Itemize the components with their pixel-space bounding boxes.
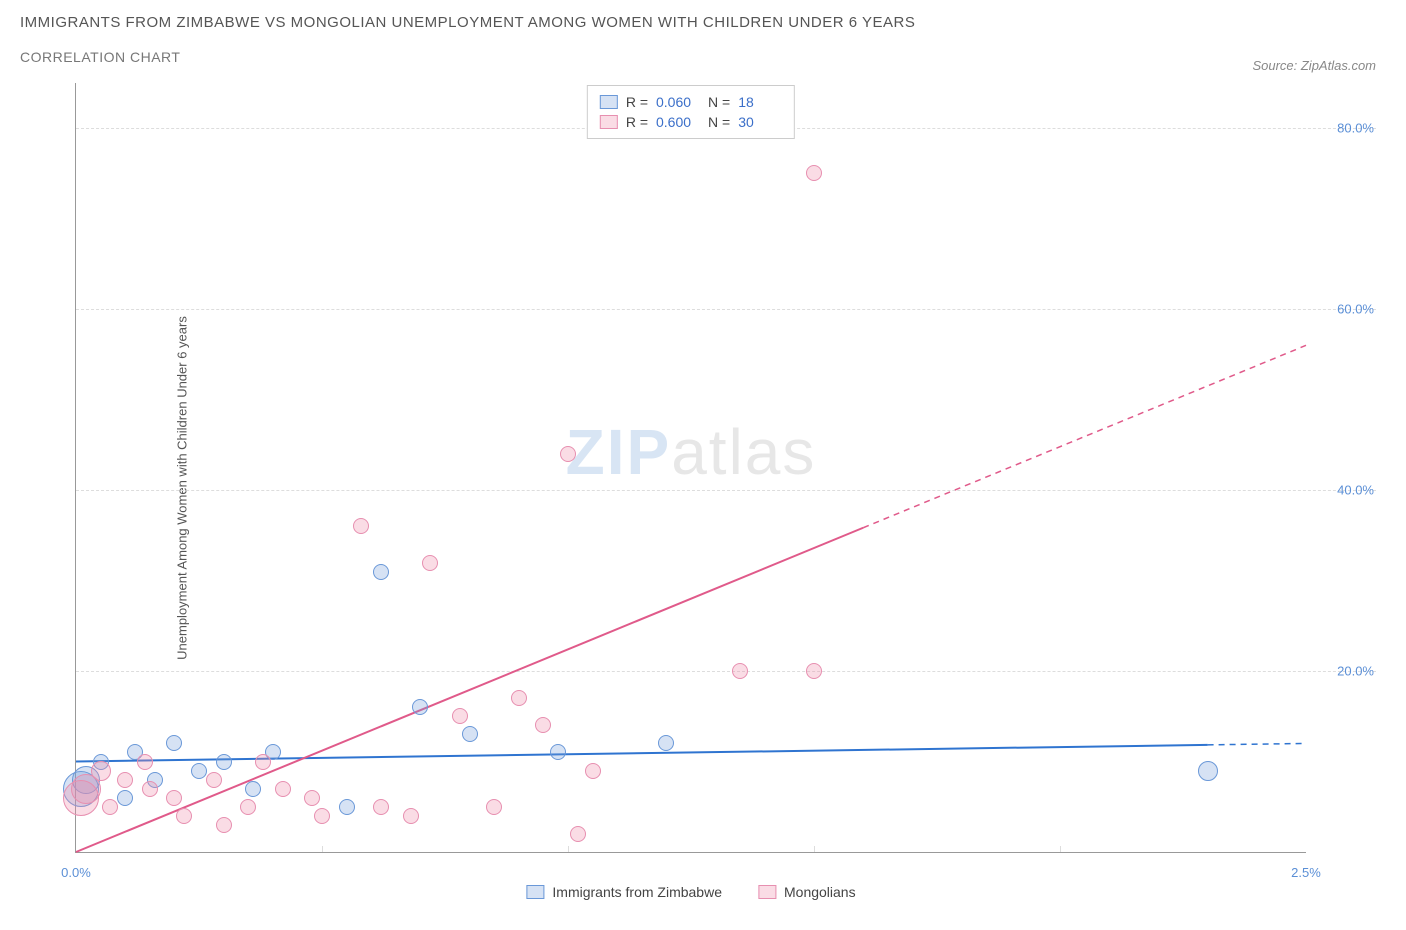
scatter-point bbox=[240, 799, 256, 815]
scatter-point bbox=[137, 754, 153, 770]
correlation-legend: R = 0.060 N = 18 R = 0.600 N = 30 bbox=[587, 85, 795, 139]
r-value-1: 0.060 bbox=[656, 94, 700, 110]
n-value-2: 30 bbox=[738, 114, 782, 130]
x-tick-label: 2.5% bbox=[1291, 865, 1321, 880]
scatter-point bbox=[452, 708, 468, 724]
scatter-point bbox=[403, 808, 419, 824]
x-tick-label: 0.0% bbox=[61, 865, 91, 880]
n-label: N = bbox=[708, 114, 730, 130]
n-value-1: 18 bbox=[738, 94, 782, 110]
scatter-point bbox=[658, 735, 674, 751]
scatter-point bbox=[314, 808, 330, 824]
scatter-point bbox=[412, 699, 428, 715]
y-tick-label: 20.0% bbox=[1337, 664, 1374, 679]
r-label: R = bbox=[626, 114, 648, 130]
legend-row-series-1: R = 0.060 N = 18 bbox=[600, 92, 782, 112]
scatter-point bbox=[304, 790, 320, 806]
scatter-point bbox=[166, 790, 182, 806]
legend-label-1: Immigrants from Zimbabwe bbox=[552, 884, 722, 900]
scatter-point bbox=[373, 564, 389, 580]
scatter-point bbox=[191, 763, 207, 779]
chart-subtitle: CORRELATION CHART bbox=[20, 49, 915, 65]
scatter-point bbox=[245, 781, 261, 797]
trend-line-solid bbox=[76, 528, 863, 852]
scatter-point bbox=[91, 761, 111, 781]
scatter-point bbox=[216, 754, 232, 770]
scatter-point bbox=[142, 781, 158, 797]
scatter-point bbox=[570, 826, 586, 842]
scatter-point bbox=[560, 446, 576, 462]
trend-lines bbox=[76, 83, 1306, 852]
scatter-point bbox=[535, 717, 551, 733]
y-tick-label: 60.0% bbox=[1337, 302, 1374, 317]
scatter-point bbox=[732, 663, 748, 679]
legend-swatch-2 bbox=[758, 885, 776, 899]
scatter-point bbox=[373, 799, 389, 815]
chart-container: Unemployment Among Women with Children U… bbox=[20, 73, 1386, 903]
legend-label-2: Mongolians bbox=[784, 884, 856, 900]
scatter-point bbox=[275, 781, 291, 797]
series-legend: Immigrants from Zimbabwe Mongolians bbox=[526, 884, 855, 900]
scatter-point bbox=[216, 817, 232, 833]
scatter-point bbox=[806, 165, 822, 181]
n-label: N = bbox=[708, 94, 730, 110]
trend-line-dashed bbox=[863, 345, 1306, 527]
trend-line-dashed bbox=[1208, 743, 1306, 744]
scatter-point bbox=[176, 808, 192, 824]
scatter-point bbox=[166, 735, 182, 751]
source-attribution: Source: ZipAtlas.com bbox=[1252, 58, 1376, 73]
scatter-point bbox=[550, 744, 566, 760]
scatter-point bbox=[339, 799, 355, 815]
scatter-point bbox=[422, 555, 438, 571]
legend-item-2: Mongolians bbox=[758, 884, 856, 900]
r-value-2: 0.600 bbox=[656, 114, 700, 130]
scatter-point bbox=[117, 790, 133, 806]
scatter-point bbox=[511, 690, 527, 706]
y-tick-label: 80.0% bbox=[1337, 121, 1374, 136]
legend-swatch-2 bbox=[600, 115, 618, 129]
legend-swatch-1 bbox=[526, 885, 544, 899]
scatter-point bbox=[102, 799, 118, 815]
scatter-point bbox=[486, 799, 502, 815]
scatter-point bbox=[117, 772, 133, 788]
scatter-point bbox=[255, 754, 271, 770]
scatter-point bbox=[206, 772, 222, 788]
scatter-point bbox=[585, 763, 601, 779]
scatter-point bbox=[353, 518, 369, 534]
legend-item-1: Immigrants from Zimbabwe bbox=[526, 884, 722, 900]
scatter-point bbox=[806, 663, 822, 679]
y-tick-label: 40.0% bbox=[1337, 483, 1374, 498]
legend-row-series-2: R = 0.600 N = 30 bbox=[600, 112, 782, 132]
chart-title: IMMIGRANTS FROM ZIMBABWE VS MONGOLIAN UN… bbox=[20, 14, 915, 31]
scatter-point bbox=[462, 726, 478, 742]
plot-area: ZIPatlas R = 0.060 N = 18 R = 0.600 N = … bbox=[75, 83, 1306, 853]
scatter-point bbox=[1198, 761, 1218, 781]
trend-line-solid bbox=[76, 745, 1208, 762]
r-label: R = bbox=[626, 94, 648, 110]
legend-swatch-1 bbox=[600, 95, 618, 109]
